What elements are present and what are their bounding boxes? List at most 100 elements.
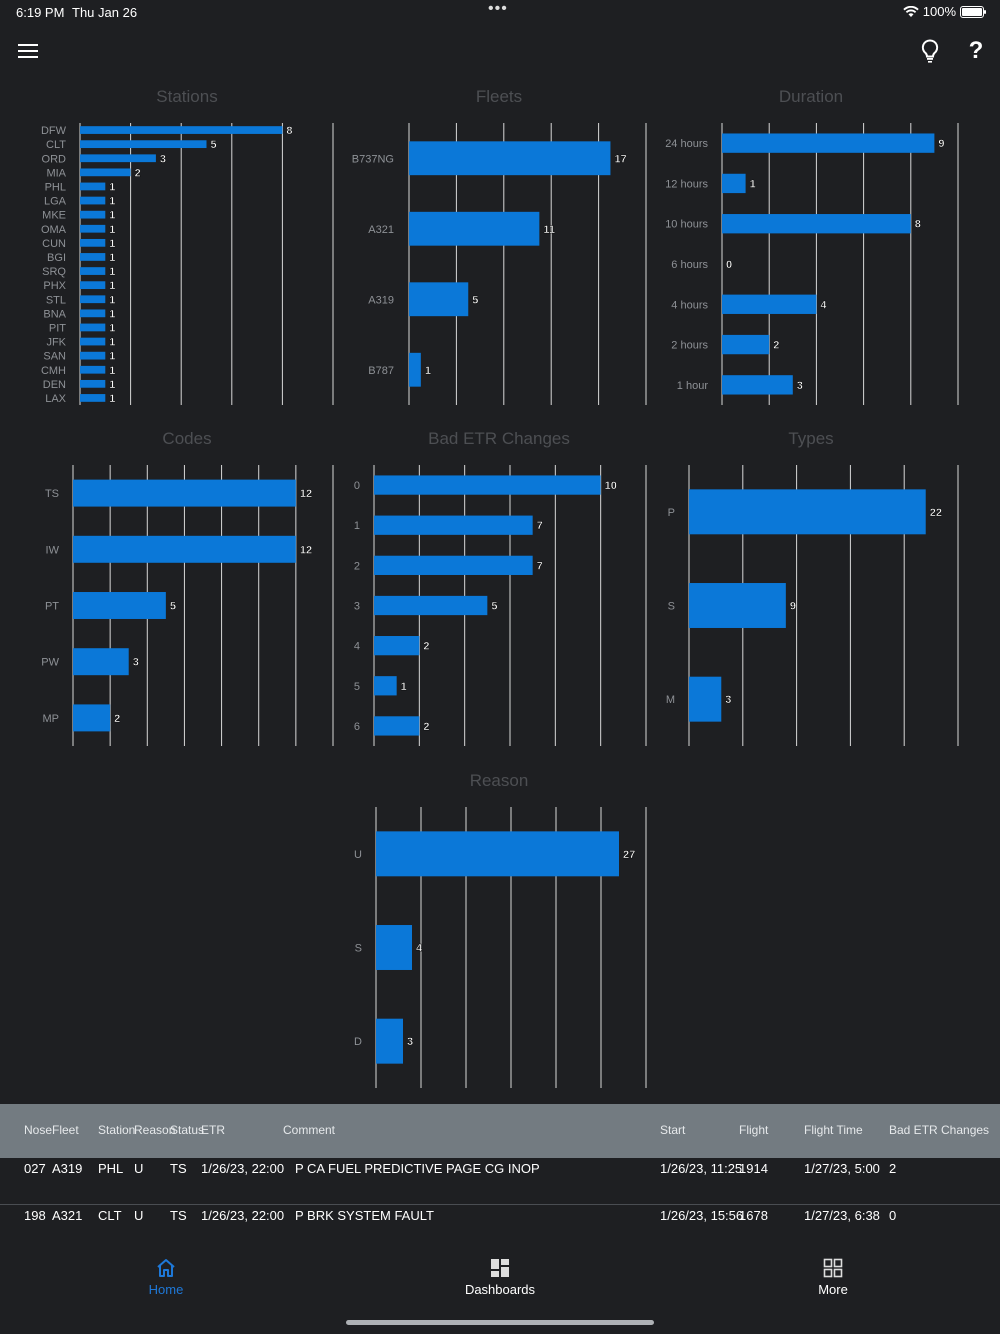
table-header: Nose Fleet Station Reason Status ETR Com… [0, 1104, 1000, 1158]
hamburger-menu-icon[interactable] [11, 34, 45, 68]
duration-value-label: 3 [797, 380, 803, 392]
stations-category-label: BNA [43, 308, 66, 320]
codes-bar [73, 592, 166, 619]
col-header-flight[interactable]: Flight [739, 1123, 769, 1137]
stations-bar [80, 238, 106, 247]
stations-category-label: DFW [41, 125, 67, 137]
status-right: 100% [903, 4, 986, 19]
duration-category-label: 12 hours [665, 178, 708, 190]
tab-dashboards[interactable]: Dashboards [430, 1258, 570, 1297]
codes-bar [73, 704, 111, 732]
col-header-nose[interactable]: Nose [24, 1123, 53, 1137]
duration-value-label: 8 [915, 219, 921, 231]
fleets-category-label: A319 [368, 294, 394, 306]
codes-bar [73, 479, 296, 507]
col-header-bad-etr[interactable]: Bad ETR Changes [889, 1123, 990, 1137]
types-value-label: 9 [790, 601, 796, 613]
fleets-value-label: 17 [614, 153, 626, 165]
duration-bar [722, 133, 935, 153]
bad-etr-changes-value-label: 1 [401, 681, 407, 693]
codes-value-label: 12 [300, 544, 312, 556]
stations-value-label: 1 [109, 252, 115, 264]
col-header-status[interactable]: Status [170, 1123, 205, 1137]
duration-bar [722, 214, 911, 234]
stations-bar [80, 196, 106, 205]
help-question-icon[interactable]: ? [968, 37, 984, 64]
stations-category-label: LAX [45, 393, 66, 405]
cell-flight: 1678 [739, 1208, 768, 1223]
stations-value-label: 1 [109, 238, 115, 250]
cell-flight-time: 1/27/23, 5:00 [804, 1161, 880, 1176]
stations-bar [80, 126, 283, 134]
stations-bar [80, 224, 106, 233]
codes-category-label: PT [45, 601, 59, 613]
codes-value-label: 12 [300, 488, 312, 500]
lightbulb-icon[interactable] [913, 34, 947, 68]
col-header-station[interactable]: Station [98, 1123, 136, 1137]
table-row[interactable]: 198 A321 CLT U TS 1/26/23, 22:00 P BRK S… [0, 1205, 1000, 1252]
stations-value-label: 8 [286, 125, 292, 137]
col-header-reason[interactable]: Reason [134, 1123, 176, 1137]
reason-value-label: 3 [407, 1036, 413, 1048]
multitasking-dots[interactable]: ••• [488, 0, 508, 17]
col-header-etr[interactable]: ETR [201, 1123, 225, 1137]
stations-bar [80, 323, 106, 332]
stations-bar [80, 253, 106, 261]
tab-dashboards-label: Dashboards [464, 1282, 536, 1297]
types-chart-title: Types [788, 429, 833, 448]
bad-etr-changes-category-label: 5 [354, 681, 360, 693]
stations-value-label: 1 [109, 379, 115, 391]
stations-category-label: MIA [46, 167, 66, 179]
stations-bar [80, 281, 106, 290]
bad-etr-changes-category-label: 3 [354, 601, 360, 613]
stations-bar [80, 168, 131, 177]
reason-value-label: 27 [623, 849, 635, 861]
col-header-comment[interactable]: Comment [283, 1123, 336, 1137]
stations-bar [80, 309, 106, 318]
col-header-start[interactable]: Start [660, 1123, 686, 1137]
stations-category-label: ORD [42, 153, 67, 165]
stations-value-label: 3 [160, 153, 166, 165]
table-row[interactable]: 027 A319 PHL U TS 1/26/23, 22:00 P CA FU… [0, 1158, 1000, 1205]
tab-more[interactable]: More [763, 1258, 903, 1297]
stations-value-label: 1 [109, 196, 115, 208]
stations-bar [80, 210, 106, 219]
col-header-fleet[interactable]: Fleet [52, 1123, 79, 1137]
duration-chart-title: Duration [779, 87, 843, 106]
nav-bar: ? [0, 24, 1000, 78]
tab-home[interactable]: Home [96, 1258, 236, 1297]
bad-etr-changes-bar [374, 676, 397, 696]
stations-category-label: SAN [43, 351, 66, 363]
duration-bar [722, 375, 793, 395]
stations-bar [80, 351, 106, 360]
status-bar: 6:19 PM Thu Jan 26 ••• 100% [0, 0, 1000, 24]
stations-value-label: 1 [109, 337, 115, 349]
wifi-icon [903, 5, 919, 17]
stations-bar [80, 140, 207, 149]
codes-category-label: PW [41, 657, 59, 669]
stations-value-label: 1 [109, 224, 115, 236]
reason-category-label: S [355, 943, 362, 955]
bad-etr-changes-value-label: 7 [537, 560, 543, 572]
duration-category-label: 4 hours [671, 299, 708, 311]
codes-value-label: 5 [170, 601, 176, 613]
stations-category-label: BGI [47, 252, 66, 264]
cell-nose: 198 [24, 1208, 46, 1223]
reason-value-label: 4 [416, 943, 423, 955]
reason-category-label: U [354, 849, 362, 861]
bad-etr-changes-value-label: 2 [423, 641, 429, 653]
col-header-flight-time[interactable]: Flight Time [804, 1123, 863, 1137]
duration-category-label: 2 hours [671, 340, 708, 352]
stations-value-label: 1 [109, 280, 115, 292]
bad-etr-changes-value-label: 7 [537, 520, 543, 532]
cell-nose: 027 [24, 1161, 46, 1176]
codes-chart-title: Codes [162, 429, 211, 448]
home-indicator [346, 1320, 654, 1325]
cell-flight: 1914 [739, 1161, 768, 1176]
bad-etr-changes-bar [374, 515, 533, 535]
codes-category-label: IW [46, 544, 60, 556]
duration-bar [722, 173, 746, 194]
duration-category-label: 1 hour [677, 380, 709, 392]
duration-value-label: 9 [938, 138, 944, 150]
fleets-bar [409, 141, 611, 176]
